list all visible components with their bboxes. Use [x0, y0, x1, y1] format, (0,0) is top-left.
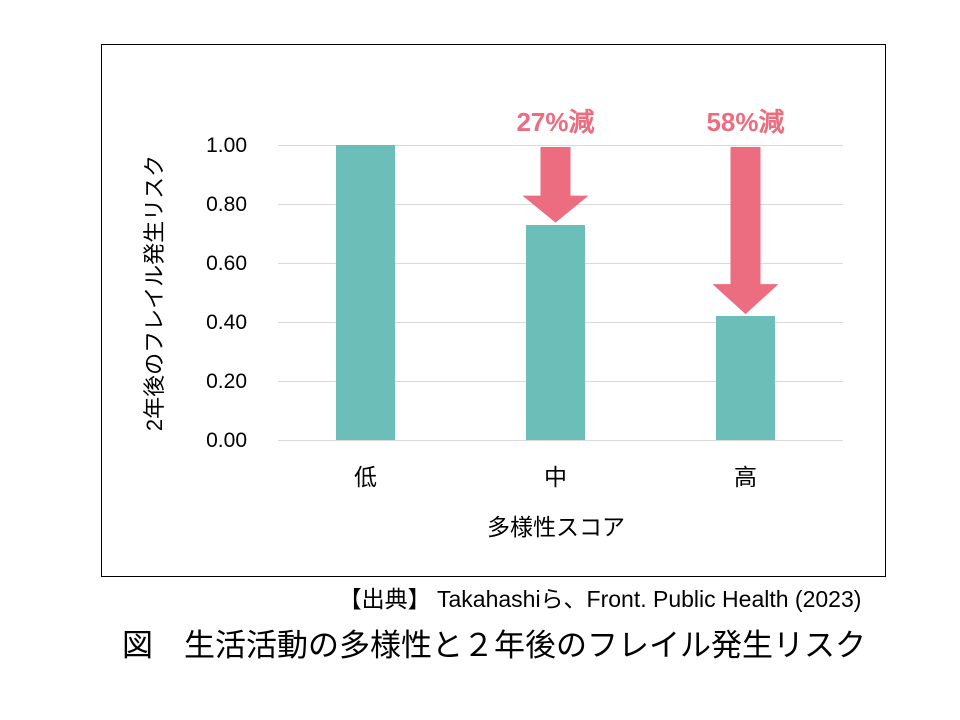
- figure-caption: 図 生活活動の多様性と２年後のフレイル発生リスク: [122, 628, 866, 663]
- chart-border-box: [101, 44, 886, 577]
- source-citation: 【出典】 Takahashiら、Front. Public Health (20…: [338, 586, 862, 612]
